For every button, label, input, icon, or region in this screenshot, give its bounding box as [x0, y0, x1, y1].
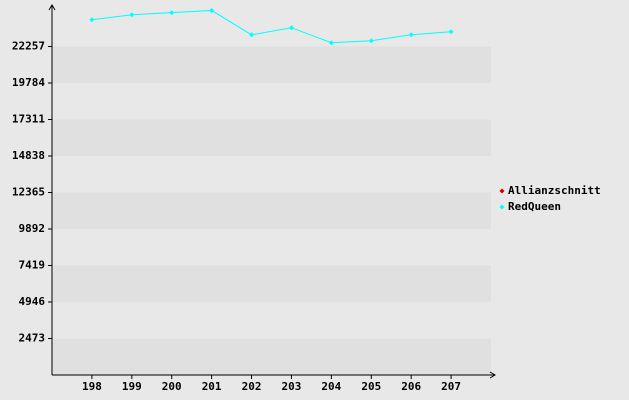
y-tick-label: 2473 [19, 332, 46, 345]
legend-marker [499, 204, 505, 210]
point [209, 7, 215, 13]
y-tick-label: 12365 [12, 186, 45, 199]
point [288, 25, 294, 31]
grid-band [52, 10, 491, 47]
grid-band [52, 265, 491, 302]
grid-band [52, 119, 491, 156]
point [408, 32, 414, 38]
y-tick-label: 7419 [19, 259, 46, 272]
point [169, 10, 175, 16]
x-tick-label: 207 [441, 380, 461, 393]
grid-band [52, 46, 491, 83]
grid-band [52, 229, 491, 266]
point [249, 32, 255, 38]
x-tick-label: 202 [242, 380, 262, 393]
y-axis-arrow [48, 4, 56, 11]
y-tick-label: 9892 [19, 222, 46, 235]
grid-band [52, 338, 491, 375]
grid-band [52, 156, 491, 193]
x-tick-label: 200 [162, 380, 182, 393]
legend-marker [499, 188, 505, 194]
x-tick-label: 206 [401, 380, 421, 393]
x-tick-label: 204 [321, 380, 341, 393]
series-line [91, 9, 452, 44]
x-tick-label: 199 [122, 380, 142, 393]
y-tick-label: 22257 [12, 40, 45, 53]
y-tick-label: 19784 [12, 76, 45, 89]
grid-band [52, 302, 491, 339]
legend-label: RedQueen [508, 200, 561, 213]
x-tick-label: 205 [361, 380, 381, 393]
point [129, 12, 135, 18]
y-tick-label: 17311 [12, 113, 45, 126]
x-tick-label: 201 [202, 380, 222, 393]
x-tick-label: 203 [282, 380, 302, 393]
x-axis-arrow [489, 371, 496, 379]
y-tick-label: 14838 [12, 149, 45, 162]
grid-bands [52, 10, 491, 375]
point [89, 17, 95, 23]
point [328, 40, 334, 46]
x-tick-label: 198 [82, 380, 102, 393]
point [448, 29, 454, 35]
legend-label: Allianzschnitt [508, 184, 601, 197]
grid-band [52, 83, 491, 120]
plot [89, 7, 454, 46]
y-tick-label: 4946 [19, 295, 46, 308]
grid-band [52, 192, 491, 229]
point [368, 38, 374, 44]
